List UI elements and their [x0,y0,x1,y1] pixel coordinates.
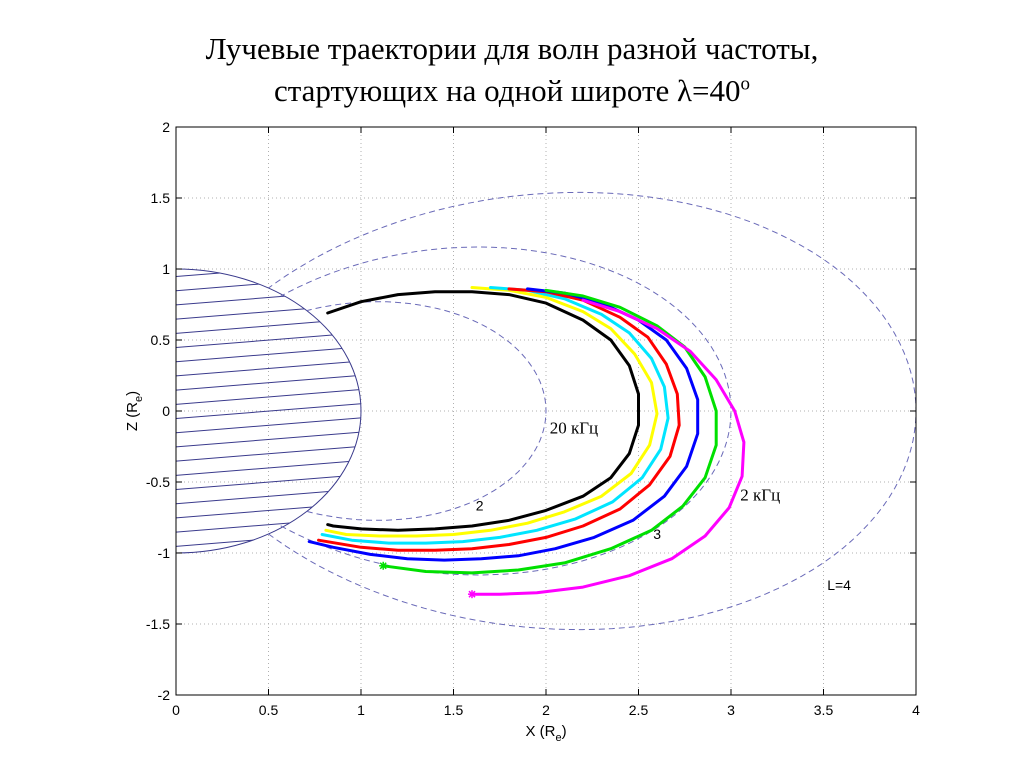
earth-hatch-line [176,445,361,463]
ray-trajectory-6 [470,298,746,596]
title-line-2-text: стартующих на одной широте [273,73,678,108]
y-tick-label-7: 1.5 [151,190,171,206]
y-axis-label: Z (Re) [124,391,145,431]
y-tick-label-3: -0.5 [146,474,170,490]
y-tick-label-8: 2 [162,119,170,135]
earth-hatch-line [170,147,370,163]
field-line-L2 [306,301,547,521]
title-value: =40 [692,73,741,108]
earth-hatch-line [170,233,370,249]
x-tick-label-6: 3 [727,702,735,718]
earth-hatch-line [170,218,370,234]
frequency-annotation-0: 20 кГц [550,419,598,438]
ray-start-marker-5 [379,561,388,570]
earth-hatch-line [176,359,361,377]
y-tick-label-2: -1 [158,545,171,561]
series-layer [307,286,746,599]
earth-hatch-line [176,516,361,534]
earth-hatch-line [170,133,370,149]
field-line-L4 [268,191,916,631]
earth-hatch-line [170,204,370,220]
earth-hatch-line [170,105,370,121]
title-lambda: λ [677,73,693,108]
x-tick-label-1: 0.5 [259,702,279,718]
title-line-1: Лучевые траектории для волн разной часто… [205,31,819,66]
ray-trajectory-5 [381,288,718,575]
title-degree: о [740,73,751,95]
y-tick-label-6: 1 [162,261,170,277]
earth-hatch-line [170,247,370,263]
x-tick-label-3: 1.5 [444,702,464,718]
earth-hatch-line [176,269,361,278]
x-axis-label: X (Re) [525,723,566,744]
ray-trajectory-1 [324,286,659,538]
slide-title: Лучевые траектории для волн разной часто… [0,28,1024,112]
ray-start-marker-6 [468,590,476,599]
earth-hatch-line [170,176,370,192]
earth-hatch-line [170,659,370,675]
earth-hatch-line [176,303,361,321]
earth-hatch-line [176,288,361,306]
earth-hatch-line [170,588,370,604]
ticks: 0 0.5 1 1.5 2 2.5 3 3.5 4 -2 -1.5 -1 -0.5 0 0.5 1 1.5 2 [146,119,920,718]
earth-hatch-line [170,673,370,689]
ray-trajectory-3 [317,287,681,552]
earth-hatch-line [170,573,370,589]
earth-hatch-line [170,162,370,178]
field-lines [268,191,916,631]
x-tick-label-4: 2 [542,702,550,718]
earth-outline [176,268,362,554]
earth-hatch-line [176,317,361,335]
y-tick-label-4: 0 [162,403,170,419]
ray-trajectory-2 [320,286,670,545]
frequency-annotation-1: 2 кГц [740,485,780,504]
annotations: 2 3 L=4 20 кГц 2 кГц [476,419,851,593]
earth-hatch-line [176,345,361,363]
x-tick-label-2: 1 [357,702,365,718]
earth-hatch-line [170,602,370,618]
earth-hatch-line [170,644,370,660]
earth-hatch-line [170,630,370,646]
earth-hatch-line [170,559,370,575]
earth-hatch-line [176,416,361,434]
earth-hatch-line [176,402,361,420]
earth-hatch-line [176,473,361,491]
earth-hatch-line [176,388,361,406]
earth-hatch-line [176,430,361,448]
field-line-L3 [280,246,732,576]
earth-hatch-line [176,374,361,392]
x-tick-label-0: 0 [172,702,180,718]
earth-hatch-line [170,91,370,107]
y-tick-label-5: 0.5 [151,332,171,348]
earth-hatch-line [176,459,361,477]
field-line-label-L4: L=4 [827,577,851,593]
earth-hatch-line [176,501,361,519]
labels: X (Re) Z (Re) [124,391,567,744]
x-tick-label-7: 3.5 [814,702,834,718]
x-tick-label-5: 2.5 [629,702,649,718]
title-line-2: стартующих на одной широте λ=40о [0,70,1024,112]
field-line-label-L3: 3 [653,526,661,542]
y-tick-label-0: -2 [158,687,171,703]
ray-trajectory-0 [326,290,640,532]
field-line-label-L2: 2 [476,497,484,513]
x-tick-label-8: 4 [912,702,920,718]
earth-hatch-line [176,487,361,505]
y-tick-label-1: -1.5 [146,616,170,632]
